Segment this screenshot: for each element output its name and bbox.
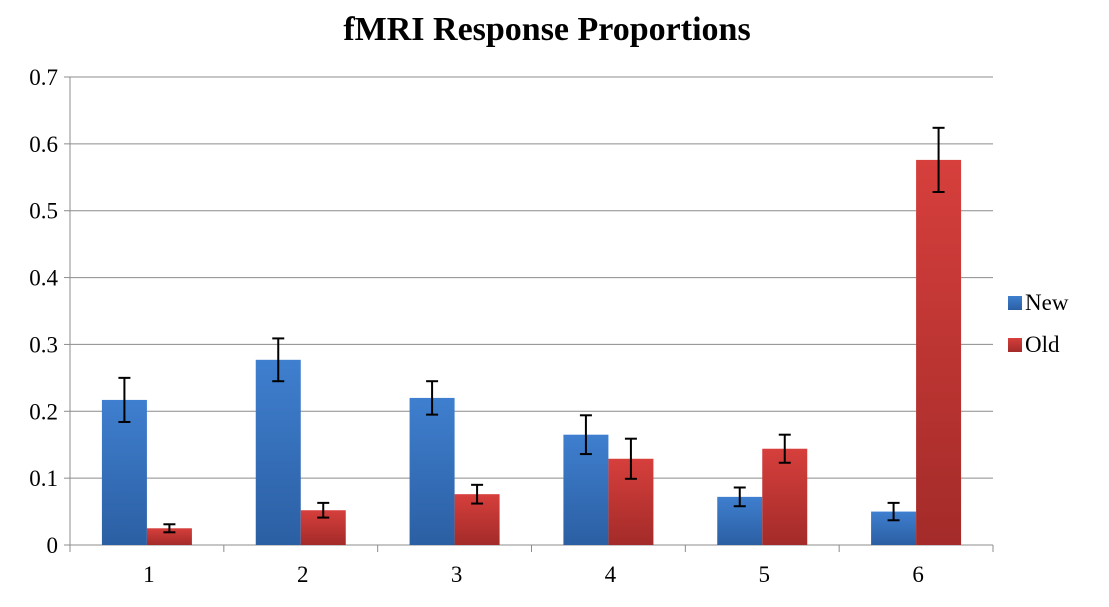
legend-swatch bbox=[1008, 296, 1022, 310]
legend: New Old bbox=[1008, 290, 1069, 357]
error-bar-new-1 bbox=[118, 376, 131, 423]
x-tick-label: 6 bbox=[912, 562, 924, 587]
error-bar-new-4 bbox=[579, 414, 592, 456]
chart-title: fMRI Response Proportions bbox=[343, 11, 750, 48]
legend-swatch bbox=[1008, 338, 1022, 352]
error-bar-old-1 bbox=[163, 523, 176, 534]
bar-old-1 bbox=[146, 528, 192, 545]
x-tick-label: 1 bbox=[143, 562, 155, 587]
bar-old-6 bbox=[916, 159, 962, 545]
x-tick-label: 5 bbox=[759, 562, 771, 587]
y-tick-label: 0.1 bbox=[29, 466, 58, 491]
x-tick-label: 2 bbox=[297, 562, 309, 587]
error-bar-old-4 bbox=[624, 437, 637, 480]
error-bar-old-2 bbox=[317, 501, 330, 519]
bar-new-3 bbox=[409, 397, 455, 545]
axes: 0 0.1 0.2 0.3 0.4 0.5 0.6 0.7 1 2 3 4 5 6 bbox=[29, 65, 994, 587]
error-bar-old-5 bbox=[778, 433, 791, 464]
y-tick-label: 0 bbox=[47, 533, 59, 558]
bar-new-2 bbox=[255, 359, 301, 545]
bar-old-5 bbox=[762, 448, 808, 545]
bars bbox=[101, 159, 962, 545]
error-bar-new-3 bbox=[426, 380, 439, 416]
y-tick-label: 0.5 bbox=[29, 199, 58, 224]
error-bar-new-2 bbox=[272, 337, 285, 383]
y-tick-label: 0.2 bbox=[29, 399, 58, 424]
bar-new-1 bbox=[101, 399, 147, 545]
y-tick-label: 0.7 bbox=[29, 65, 58, 90]
error-bar-new-6 bbox=[887, 501, 900, 522]
gridlines bbox=[70, 76, 993, 479]
error-bars bbox=[118, 126, 945, 534]
legend-label: Old bbox=[1025, 332, 1060, 357]
error-bar-old-3 bbox=[471, 483, 484, 505]
error-bar-new-5 bbox=[733, 486, 746, 508]
x-tick-label: 3 bbox=[451, 562, 463, 587]
error-bar-old-6 bbox=[932, 126, 945, 193]
y-tick-label: 0.3 bbox=[29, 332, 58, 357]
legend-item-old: Old bbox=[1008, 332, 1060, 357]
x-tick-label: 4 bbox=[605, 562, 617, 587]
legend-label: New bbox=[1025, 290, 1069, 315]
y-tick-label: 0.6 bbox=[29, 132, 58, 157]
legend-item-new: New bbox=[1008, 290, 1069, 315]
y-tick-label: 0.4 bbox=[29, 266, 58, 291]
